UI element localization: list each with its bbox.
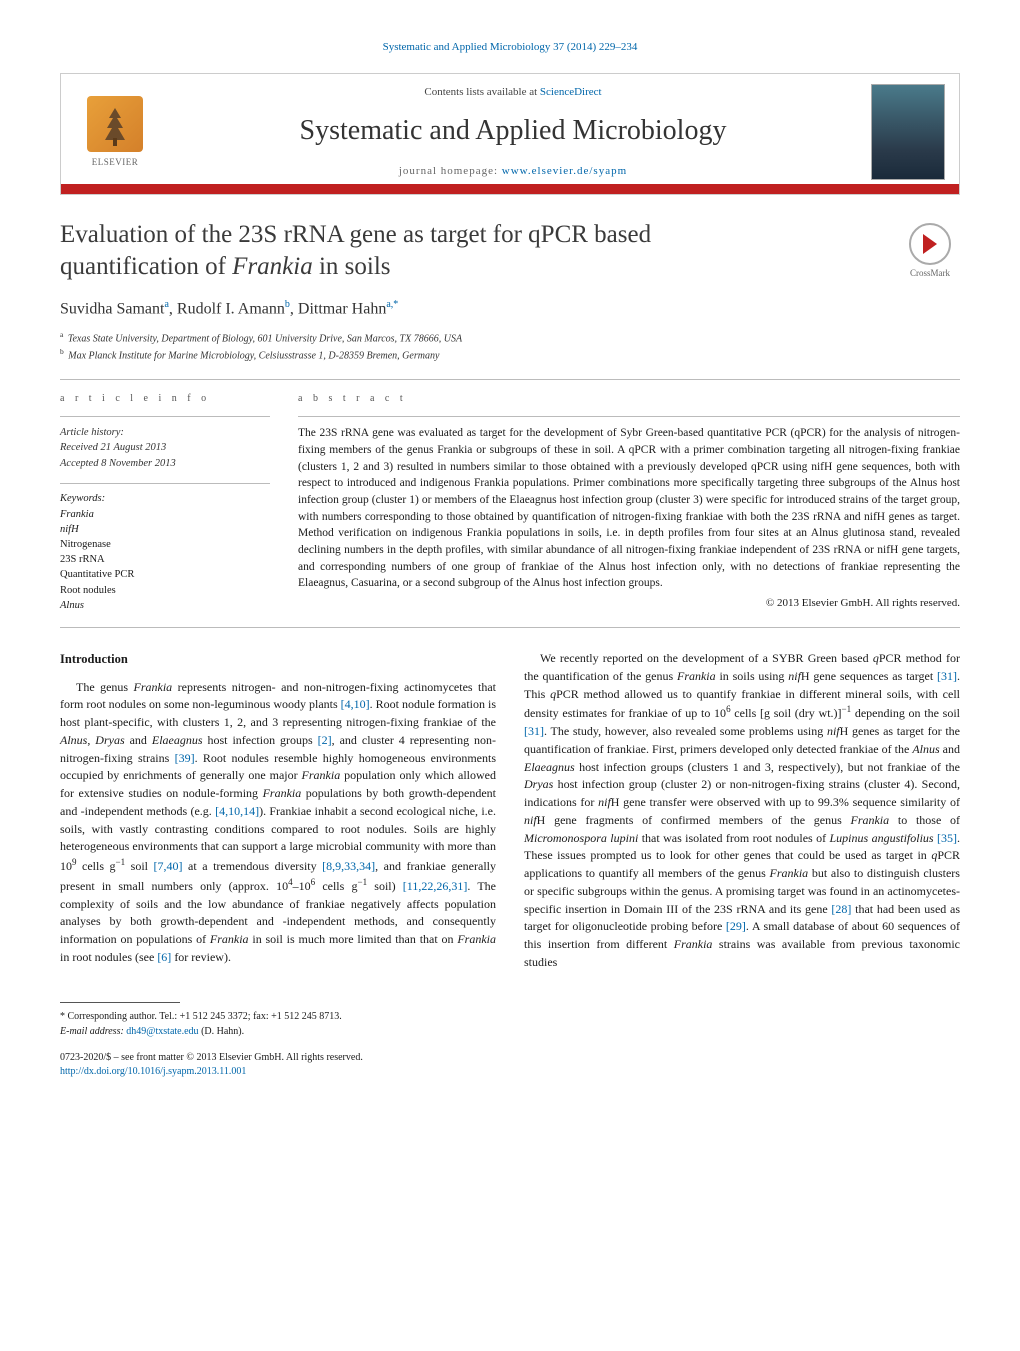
body-paragraph: The genus Frankia represents nitrogen- a… <box>60 679 496 967</box>
doi-link[interactable]: http://dx.doi.org/10.1016/j.syapm.2013.1… <box>60 1066 246 1077</box>
copyright: © 2013 Elsevier GmbH. All rights reserve… <box>298 596 960 611</box>
abstract-text: The 23S rRNA gene was evaluated as targe… <box>298 425 960 592</box>
homepage-link[interactable]: www.elsevier.de/syapm <box>502 165 627 177</box>
journal-homepage: journal homepage: www.elsevier.de/syapm <box>155 164 871 179</box>
publisher-name: ELSEVIER <box>92 156 139 169</box>
affiliations: a Texas State University, Department of … <box>60 329 960 364</box>
abstract-label: a b s t r a c t <box>298 392 960 406</box>
article-body: Introduction The genus Frankia represent… <box>60 650 960 972</box>
author: Rudolf I. Amann <box>177 300 285 317</box>
author-list: Suvidha Samanta, Rudolf I. Amannb, Dittm… <box>60 298 960 321</box>
elsevier-tree-icon <box>87 96 143 152</box>
body-paragraph: We recently reported on the development … <box>524 650 960 972</box>
publisher-logo: ELSEVIER <box>75 88 155 176</box>
contents-available: Contents lists available at ScienceDirec… <box>155 85 871 100</box>
corresponding-author: * Corresponding author. Tel.: +1 512 245… <box>60 1009 960 1039</box>
keywords-label: Keywords: <box>60 492 270 507</box>
crossmark-badge[interactable]: CrossMark <box>900 223 960 280</box>
page-footer: * Corresponding author. Tel.: +1 512 245… <box>60 1002 960 1079</box>
divider <box>60 627 960 628</box>
issn-copyright: 0723-2020/$ – see front matter © 2013 El… <box>60 1051 960 1065</box>
header-red-bar <box>61 184 959 194</box>
journal-header: ELSEVIER Contents lists available at Sci… <box>60 73 960 195</box>
crossmark-icon <box>909 223 951 265</box>
section-heading-introduction: Introduction <box>60 650 496 669</box>
author: Dittmar Hahn <box>298 300 386 317</box>
journal-citation: Systematic and Applied Microbiology 37 (… <box>60 40 960 55</box>
citation-link[interactable]: Systematic and Applied Microbiology 37 (… <box>383 41 638 53</box>
sciencedirect-link[interactable]: ScienceDirect <box>540 86 602 98</box>
author: Suvidha Samant <box>60 300 164 317</box>
corr-email-link[interactable]: dh49@txstate.edu <box>126 1026 198 1037</box>
divider <box>60 379 960 380</box>
article-history: Article history: Received 21 August 2013… <box>60 425 270 471</box>
keywords-list: Frankia nifH Nitrogenase 23S rRNA Quanti… <box>60 507 270 614</box>
article-info-label: a r t i c l e i n f o <box>60 392 270 406</box>
journal-title: Systematic and Applied Microbiology <box>155 111 871 150</box>
article-title: Evaluation of the 23S rRNA gene as targe… <box>60 219 960 282</box>
journal-cover-thumb <box>871 84 945 180</box>
